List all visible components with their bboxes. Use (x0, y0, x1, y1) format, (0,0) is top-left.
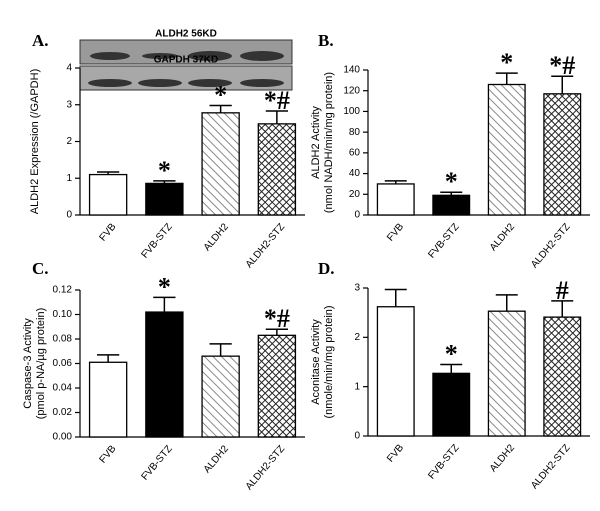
y-tick-label: 3 (354, 283, 360, 294)
significance-mark: # (556, 276, 569, 305)
significance-mark: * (158, 272, 171, 301)
y-tick-label: 1 (354, 381, 360, 392)
y-tick-label: 0.12 (53, 285, 73, 296)
y-tick-label: 20 (349, 189, 361, 200)
y-tick-label: 3 (66, 99, 72, 110)
y-axis-label: (nmole/min/mg protein) (323, 305, 335, 418)
bar (257, 334, 297, 438)
y-axis-label: Aconitase Activity (310, 319, 322, 405)
blot-images (79, 39, 293, 91)
significance-mark: * (214, 80, 227, 109)
bar (257, 123, 297, 216)
significance-mark: * (500, 48, 513, 77)
y-tick-label: 40 (349, 168, 361, 179)
y-axis-label: Caspase-3 Activity (22, 318, 34, 409)
x-tick-label: FVB (98, 443, 119, 465)
y-tick-label: 4 (66, 63, 72, 74)
y-tick-label: 0 (354, 210, 360, 221)
x-tick-label: ALDH2 (488, 221, 517, 253)
x-tick-label: FVB (385, 442, 406, 464)
bar (145, 311, 184, 438)
y-tick-label: 140 (343, 65, 360, 76)
bar (432, 194, 471, 216)
bar (88, 361, 128, 438)
x-tick-label: FVB-STZ (139, 222, 174, 261)
y-tick-label: 1 (66, 173, 72, 184)
y-tick-label: 2 (354, 332, 360, 343)
x-tick-label: ALDH2 (202, 221, 231, 253)
x-tick-label: FVB-STZ (426, 222, 461, 261)
y-tick-label: 0 (66, 210, 72, 221)
y-axis-label: ALDH2 Activity (310, 106, 322, 179)
bar (487, 83, 526, 216)
blot-label: GAPDH 37KD (154, 55, 218, 66)
significance-mark: *# (549, 51, 575, 80)
panel-label: B. (318, 31, 334, 50)
x-tick-label: FVB (385, 221, 406, 243)
bar (376, 306, 415, 437)
x-tick-label: FVB-STZ (426, 443, 461, 482)
y-tick-label: 0.08 (53, 334, 73, 345)
x-tick-label: FVB (98, 221, 119, 243)
y-tick-label: 0.06 (53, 358, 73, 369)
x-tick-label: ALDH2-STZ (529, 222, 572, 271)
x-tick-label: ALDH2-STZ (244, 222, 287, 271)
bar (543, 93, 582, 216)
y-tick-label: 120 (343, 85, 360, 96)
x-tick-label: ALDH2 (488, 442, 517, 474)
bar (376, 183, 415, 216)
y-axis-label: (pmol p-NA/µg protein) (35, 308, 47, 420)
y-tick-label: 0.04 (53, 383, 73, 394)
bar (145, 182, 184, 216)
blot-label: ALDH2 56KD (155, 29, 217, 40)
bar (201, 355, 240, 438)
significance-mark: *# (264, 304, 290, 333)
bar (487, 310, 526, 437)
y-axis-label: ALDH2 Expression (/GAPDH) (29, 69, 41, 215)
bar (201, 112, 240, 216)
y-tick-label: 60 (349, 147, 361, 158)
y-axis-label: (nmol NADH/min/mg protein) (323, 72, 335, 213)
bar (432, 372, 471, 437)
bar (88, 173, 128, 216)
panel-label: A. (32, 31, 49, 50)
bar (543, 316, 582, 437)
x-tick-label: FVB-STZ (139, 444, 174, 483)
significance-mark: * (445, 339, 458, 368)
significance-mark: * (158, 156, 171, 185)
y-tick-label: 0.10 (53, 309, 73, 320)
significance-mark: *# (264, 86, 290, 115)
panel-label: D. (318, 259, 335, 278)
y-tick-label: 0 (354, 431, 360, 442)
significance-mark: * (445, 167, 458, 196)
y-tick-label: 100 (343, 106, 360, 117)
y-tick-label: 80 (349, 127, 361, 138)
panel-label: C. (32, 259, 49, 278)
x-tick-label: ALDH2-STZ (529, 443, 572, 492)
y-tick-label: 0.00 (53, 432, 73, 443)
y-tick-label: 0.02 (53, 407, 73, 418)
y-tick-label: 2 (66, 136, 72, 147)
x-tick-label: ALDH2-STZ (244, 444, 287, 493)
x-tick-label: ALDH2 (202, 443, 231, 475)
